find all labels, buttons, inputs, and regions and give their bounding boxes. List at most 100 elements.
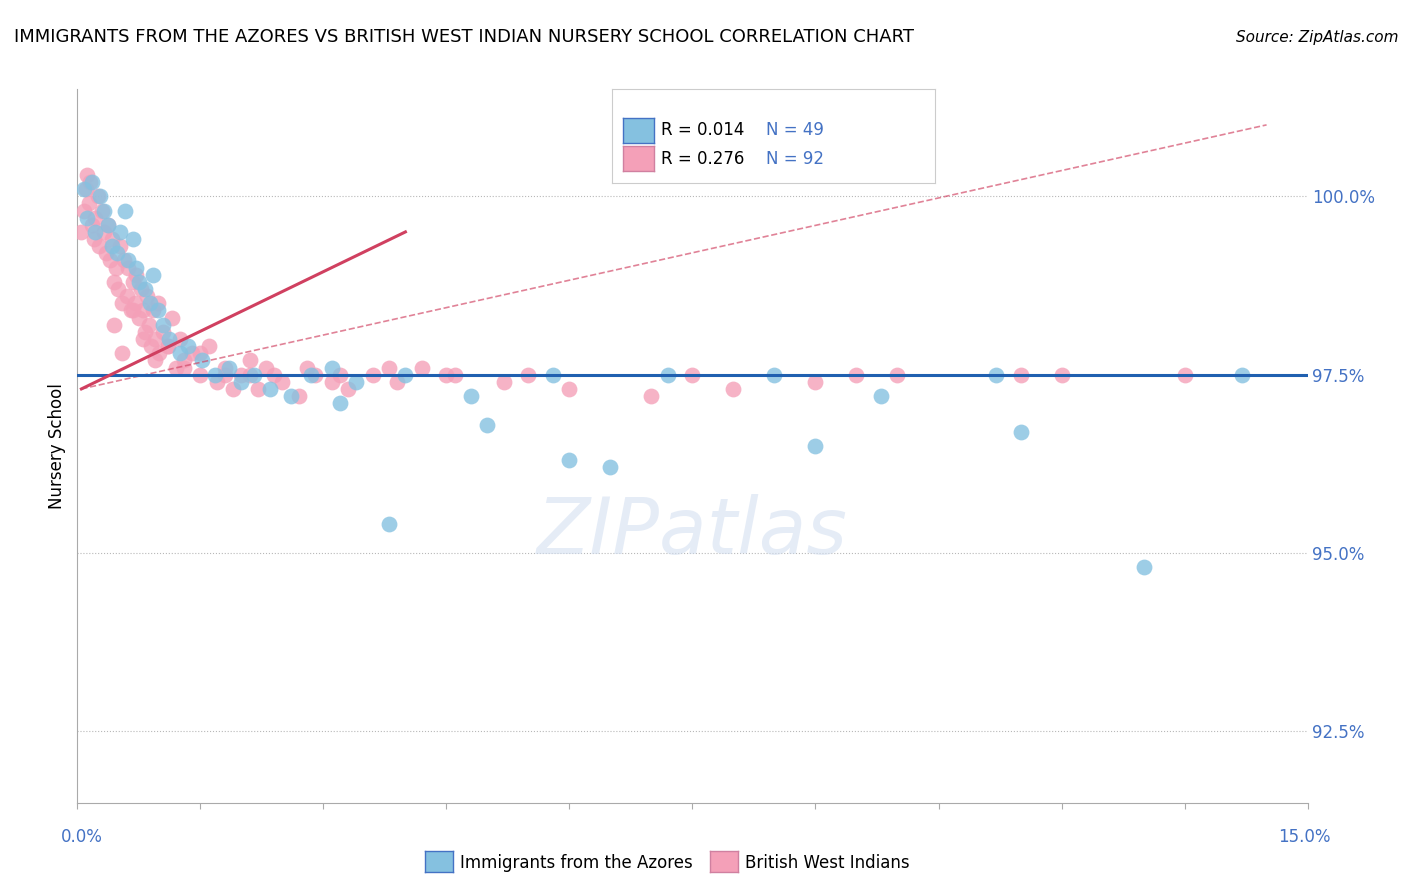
- Point: [87, 189, 110, 203]
- Point: [295, 360, 318, 375]
- Point: [436, 368, 458, 382]
- Point: [280, 389, 302, 403]
- Point: [657, 368, 679, 382]
- Point: [1230, 368, 1253, 382]
- Point: [142, 303, 165, 318]
- Point: [394, 368, 416, 382]
- Point: [169, 332, 191, 346]
- Text: British West Indians: British West Indians: [745, 854, 910, 871]
- Point: [138, 318, 160, 332]
- Point: [218, 360, 240, 375]
- Point: [173, 353, 195, 368]
- Point: [222, 382, 245, 396]
- Text: R = 0.276: R = 0.276: [661, 150, 744, 168]
- Point: [148, 346, 170, 360]
- Point: [134, 325, 156, 339]
- Point: [165, 360, 187, 375]
- Point: [263, 368, 285, 382]
- Point: [378, 517, 401, 532]
- Point: [73, 203, 96, 218]
- Point: [214, 360, 236, 375]
- Point: [93, 225, 115, 239]
- Point: [304, 368, 326, 382]
- Text: IMMIGRANTS FROM THE AZORES VS BRITISH WEST INDIAN NURSERY SCHOOL CORRELATION CHA: IMMIGRANTS FROM THE AZORES VS BRITISH WE…: [14, 29, 914, 46]
- Point: [239, 353, 262, 368]
- Point: [231, 375, 253, 389]
- Point: [111, 346, 134, 360]
- Point: [204, 368, 226, 382]
- Point: [361, 368, 384, 382]
- Point: [169, 346, 191, 360]
- Point: [157, 332, 180, 346]
- Text: Source: ZipAtlas.com: Source: ZipAtlas.com: [1236, 30, 1399, 45]
- Point: [122, 275, 145, 289]
- Y-axis label: Nursery School: Nursery School: [48, 383, 66, 509]
- Point: [111, 296, 134, 310]
- Text: Immigrants from the Azores: Immigrants from the Azores: [460, 854, 693, 871]
- Point: [104, 260, 127, 275]
- Point: [97, 218, 120, 232]
- Point: [443, 368, 465, 382]
- Point: [134, 282, 156, 296]
- Point: [115, 289, 138, 303]
- Point: [344, 375, 367, 389]
- Point: [205, 375, 228, 389]
- Point: [105, 246, 128, 260]
- Point: [337, 382, 360, 396]
- Text: R = 0.014: R = 0.014: [661, 121, 744, 139]
- Point: [870, 389, 893, 403]
- Point: [723, 382, 745, 396]
- Point: [143, 332, 166, 346]
- Point: [387, 375, 409, 389]
- Point: [845, 368, 868, 382]
- Point: [142, 268, 165, 282]
- Point: [152, 318, 174, 332]
- Point: [77, 196, 100, 211]
- Point: [1132, 560, 1154, 574]
- Point: [75, 182, 97, 196]
- Point: [984, 368, 1007, 382]
- Point: [477, 417, 499, 432]
- Point: [1010, 425, 1032, 439]
- Point: [558, 453, 581, 467]
- Point: [89, 239, 111, 253]
- Point: [122, 232, 145, 246]
- Point: [181, 346, 204, 360]
- Point: [254, 360, 277, 375]
- Text: N = 49: N = 49: [766, 121, 824, 139]
- Point: [804, 439, 827, 453]
- Point: [188, 346, 212, 360]
- Point: [492, 375, 515, 389]
- Point: [84, 225, 107, 239]
- Point: [73, 182, 96, 196]
- Point: [82, 218, 104, 232]
- Point: [128, 310, 150, 325]
- Point: [173, 360, 195, 375]
- Point: [460, 389, 482, 403]
- Point: [114, 203, 136, 218]
- Point: [321, 360, 343, 375]
- Point: [191, 353, 214, 368]
- Point: [125, 268, 148, 282]
- Point: [138, 296, 160, 310]
- Point: [89, 189, 111, 203]
- Point: [231, 368, 253, 382]
- Point: [1174, 368, 1197, 382]
- Text: ZIPatlas: ZIPatlas: [537, 493, 848, 570]
- Point: [84, 211, 107, 225]
- Point: [103, 318, 125, 332]
- Point: [197, 339, 219, 353]
- Point: [156, 339, 179, 353]
- Point: [259, 382, 281, 396]
- Point: [804, 375, 827, 389]
- Point: [682, 368, 704, 382]
- Point: [94, 246, 117, 260]
- Point: [101, 232, 124, 246]
- Point: [886, 368, 908, 382]
- Point: [128, 275, 150, 289]
- Point: [125, 260, 148, 275]
- Point: [79, 175, 101, 189]
- Point: [97, 218, 120, 232]
- Text: N = 92: N = 92: [766, 150, 824, 168]
- Point: [132, 303, 155, 318]
